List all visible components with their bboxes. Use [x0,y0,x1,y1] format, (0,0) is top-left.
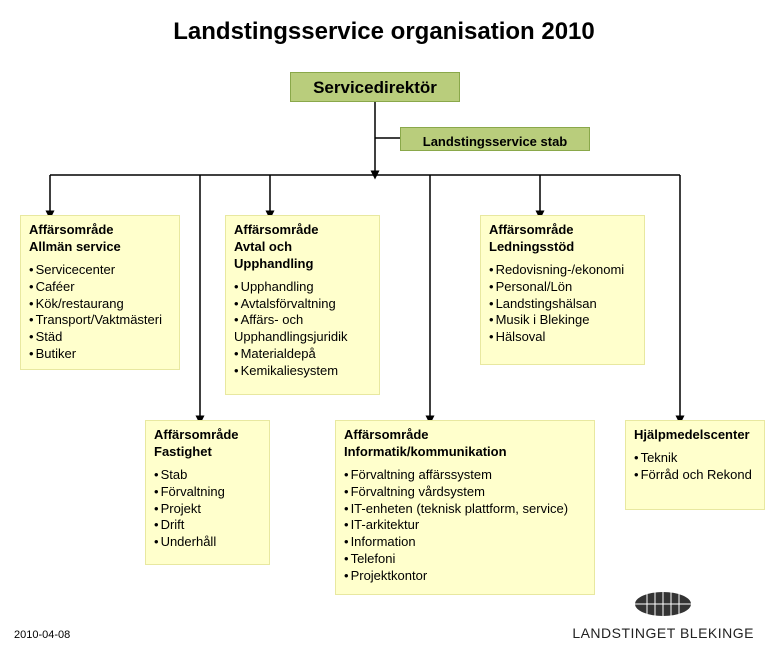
box-heading: AffärsområdeAllmän service [29,222,171,256]
box-item: Förvaltning vårdsystem [344,484,586,501]
logo-text: LANDSTINGET BLEKINGE [572,625,754,641]
box-item: Avtalsförvaltning [234,296,371,313]
box-item: Servicecenter [29,262,171,279]
box-hjalpmedel: Hjälpmedelscenter TeknikFörråd och Rekond [625,420,765,510]
logo-icon [633,590,693,618]
box-item: Upphandling [234,279,371,296]
box-item-list: TeknikFörråd och Rekond [634,450,756,484]
box-item: Musik i Blekinge [489,312,636,329]
box-item: Projekt [154,501,261,518]
box-fastighet: AffärsområdeFastighet StabFörvaltningProj… [145,420,270,565]
box-item: Förvaltning [154,484,261,501]
box-avtal: AffärsområdeAvtal ochUpphandling Upphandl… [225,215,380,395]
box-item: Förvaltning affärssystem [344,467,586,484]
box-item: Drift [154,517,261,534]
root-servicedirektor: Servicedirektör [290,72,460,102]
logo: LANDSTINGET BLEKINGE [572,590,754,641]
box-item: Redovisning-/ekonomi [489,262,636,279]
staff-label: Landstingsservice stab [423,134,568,149]
box-heading: Hjälpmedelscenter [634,427,756,444]
box-item: Transport/Vaktmästeri [29,312,171,329]
box-allman: AffärsområdeAllmän service ServicecenterC… [20,215,180,370]
box-item: Butiker [29,346,171,363]
box-item: Information [344,534,586,551]
box-heading: AffärsområdeAvtal ochUpphandling [234,222,371,273]
box-item: Landstingshälsan [489,296,636,313]
box-item: Personal/Lön [489,279,636,296]
box-item-list: StabFörvaltningProjektDriftUnderhåll [154,467,261,551]
box-item: Underhåll [154,534,261,551]
root-label: Servicedirektör [313,78,437,97]
box-item: IT-enheten (teknisk plattform, service) [344,501,586,518]
box-item-list: UpphandlingAvtalsförvaltningAffärs- och … [234,279,371,380]
page-title: Landstingsservice organisation 2010 [0,0,768,46]
box-item: Telefoni [344,551,586,568]
box-item: Kök/restaurang [29,296,171,313]
box-item: Förråd och Rekond [634,467,756,484]
box-informatik: AffärsområdeInformatik/kommunikation Förv… [335,420,595,595]
box-heading: AffärsområdeFastighet [154,427,261,461]
box-item: Kemikaliesystem [234,363,371,380]
box-item-list: Redovisning-/ekonomiPersonal/LönLandstin… [489,262,636,346]
box-item: Caféer [29,279,171,296]
box-heading: AffärsområdeLedningsstöd [489,222,636,256]
box-item-list: ServicecenterCaféerKök/restaurangTranspo… [29,262,171,363]
box-item: Materialdepå [234,346,371,363]
box-heading: AffärsområdeInformatik/kommunikation [344,427,586,461]
box-ledning: AffärsområdeLedningsstöd Redovisning-/eko… [480,215,645,365]
box-item-list: Förvaltning affärssystemFörvaltning vård… [344,467,586,585]
box-item: Projektkontor [344,568,586,585]
date-label: 2010-04-08 [14,629,70,641]
box-item: Städ [29,329,171,346]
box-item: Teknik [634,450,756,467]
box-item: Affärs- och Upphandlingsjuridik [234,312,371,346]
box-item: Hälsoval [489,329,636,346]
staff-box: Landstingsservice stab [400,127,590,151]
box-item: Stab [154,467,261,484]
box-item: IT-arkitektur [344,517,586,534]
